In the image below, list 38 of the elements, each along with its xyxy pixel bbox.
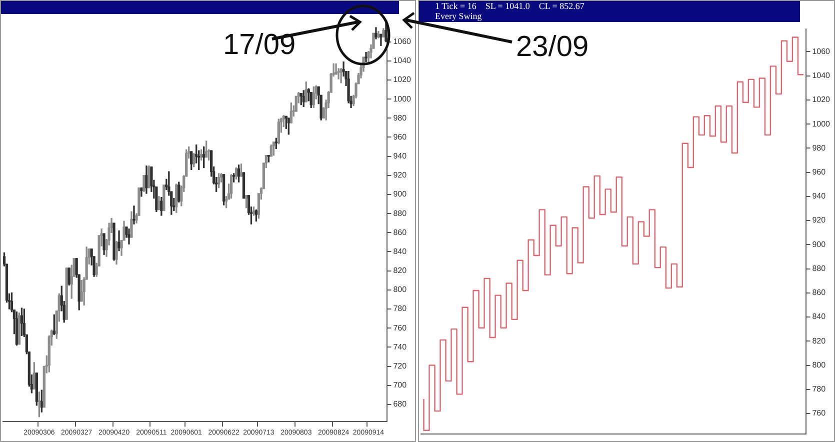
y-tick-label: 740 xyxy=(393,342,408,352)
y-tick-label: 840 xyxy=(812,312,826,322)
y-tick-label: 800 xyxy=(393,285,408,294)
y-tick-label: 1000 xyxy=(393,94,412,104)
y-tick-label: 980 xyxy=(812,143,826,152)
y-tick-label: 820 xyxy=(393,266,408,276)
y-tick-label: 940 xyxy=(812,192,826,201)
y-tick-label: 960 xyxy=(812,168,826,177)
title-bar: 1 Tick = 16 SL = 1041.0 CL = 852.67 Every Swing xyxy=(419,1,800,22)
y-tick-label: 900 xyxy=(393,190,408,199)
y-tick-label: 680 xyxy=(393,400,408,409)
y-tick-label: 880 xyxy=(812,264,826,273)
y-tick-label: 700 xyxy=(393,380,408,390)
y-tick-label: 1020 xyxy=(812,95,831,104)
y-tick-label: 760 xyxy=(393,323,408,332)
y-tick-label: 980 xyxy=(393,113,408,122)
y-tick-label: 880 xyxy=(393,208,408,218)
annotation: 23/09 xyxy=(516,31,589,64)
y-tick-label: 1060 xyxy=(393,36,412,46)
y-tick-label: 820 xyxy=(812,336,826,346)
y-tick-label: 780 xyxy=(393,304,408,314)
y-tick-label: 1000 xyxy=(812,119,831,128)
y-tick-label: 780 xyxy=(812,384,826,394)
y-tick-label: 900 xyxy=(812,240,826,249)
y-tick-label: 1040 xyxy=(812,71,831,80)
y-tick-label: 920 xyxy=(812,216,826,225)
y-tick-label: 800 xyxy=(812,360,826,370)
y-tick-label: 1020 xyxy=(393,75,412,84)
y-tick-label: 960 xyxy=(393,132,408,142)
y-tick-label: 920 xyxy=(393,170,408,180)
y-tick-label: 860 xyxy=(393,228,408,237)
y-tick-label: 940 xyxy=(393,152,408,161)
y-tick-label: 760 xyxy=(812,408,826,418)
y-tick-label: 1060 xyxy=(812,46,831,56)
y-tick-label: 720 xyxy=(393,361,408,370)
y-tick-label: 1040 xyxy=(393,56,412,66)
y-tick-label: 840 xyxy=(393,246,408,256)
y-tick-label: 860 xyxy=(812,288,826,298)
